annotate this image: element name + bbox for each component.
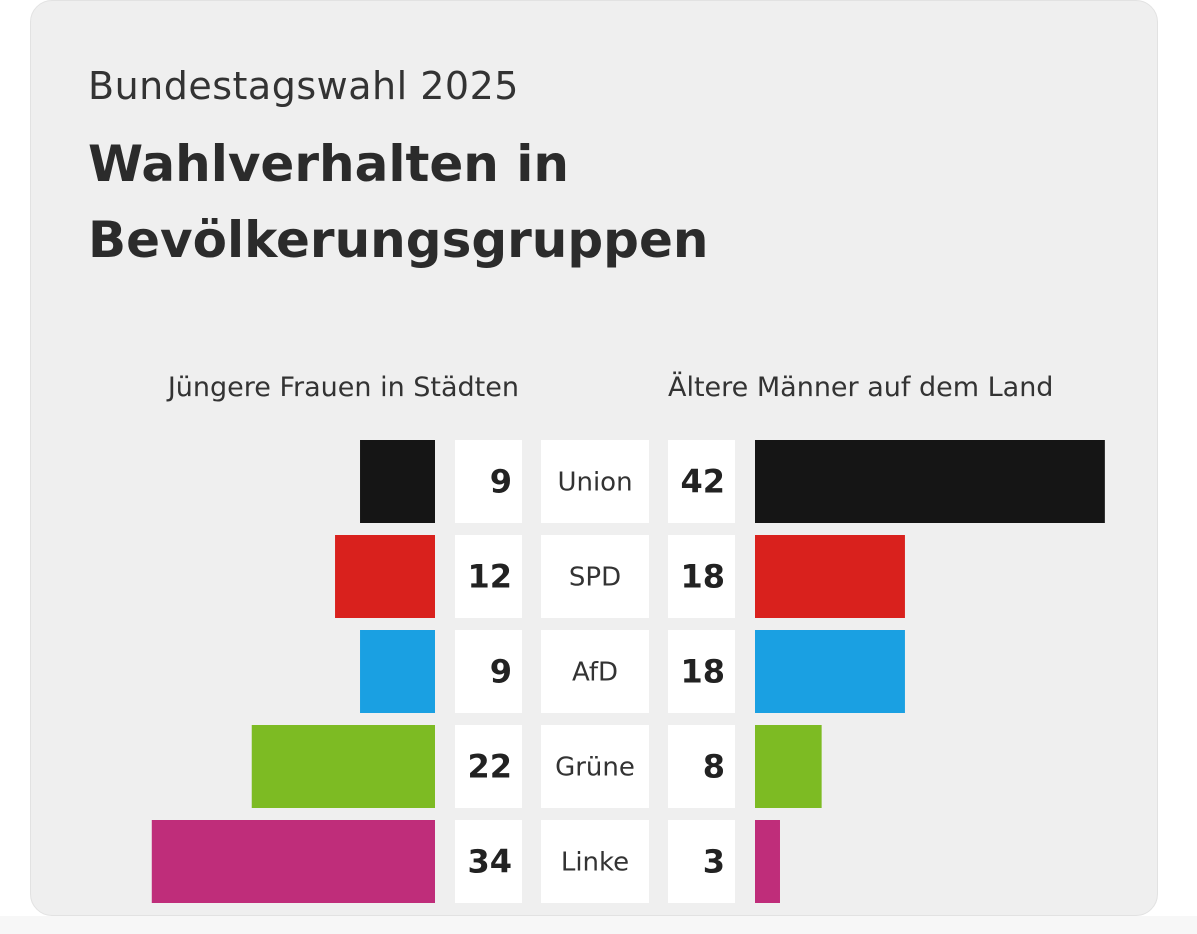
bar-right-linke xyxy=(755,820,780,903)
value-left-spd: 12 xyxy=(467,558,512,596)
value-left-afd: 9 xyxy=(490,653,512,691)
bar-left-gruene xyxy=(251,725,435,808)
cell-box-party-spd xyxy=(541,535,649,618)
value-left-linke: 34 xyxy=(467,843,512,881)
cell-box-leftval-linke xyxy=(455,820,522,903)
bar-right-spd xyxy=(755,535,905,618)
party-label-gruene: Grüne xyxy=(555,753,635,783)
cell-box-rightval-union xyxy=(668,440,735,523)
bar-left-spd xyxy=(335,535,435,618)
cell-box-party-linke xyxy=(541,820,649,903)
cell-box-leftval-gruene xyxy=(455,725,522,808)
cell-box-leftval-spd xyxy=(455,535,522,618)
party-label-spd: SPD xyxy=(569,563,621,593)
party-label-union: Union xyxy=(557,468,632,498)
value-right-gruene: 8 xyxy=(703,748,725,786)
cell-box-party-union xyxy=(541,440,649,523)
party-label-linke: Linke xyxy=(561,848,629,878)
bar-right-gruene xyxy=(755,725,822,808)
cell-box-rightval-spd xyxy=(668,535,735,618)
chart-title: Wahlverhalten in Bevölkerungsgruppen xyxy=(88,135,709,269)
cell-box-rightval-afd xyxy=(668,630,735,713)
cell-box-leftval-union xyxy=(455,440,522,523)
value-right-union: 42 xyxy=(680,463,725,501)
legend-right-group: Ältere Männer auf dem Land xyxy=(668,372,1054,403)
cell-box-rightval-linke xyxy=(668,820,735,903)
value-left-union: 9 xyxy=(490,463,512,501)
bar-right-union xyxy=(755,440,1105,523)
cell-box-party-gruene xyxy=(541,725,649,808)
value-right-linke: 3 xyxy=(703,843,725,881)
bar-left-afd xyxy=(360,630,435,713)
cell-box-rightval-gruene xyxy=(668,725,735,808)
bar-right-afd xyxy=(755,630,905,713)
cell-box-party-afd xyxy=(541,630,649,713)
chart-subtitle: Bundestagswahl 2025 xyxy=(88,64,519,108)
party-label-afd: AfD xyxy=(572,658,618,688)
legend-left-group: Jüngere Frauen in Städten xyxy=(167,372,519,403)
bar-left-linke xyxy=(151,820,435,903)
bottom-fade xyxy=(0,916,1197,934)
cell-box-leftval-afd xyxy=(455,630,522,713)
value-right-spd: 18 xyxy=(680,558,725,596)
bar-left-union xyxy=(360,440,435,523)
value-left-gruene: 22 xyxy=(467,748,512,786)
value-right-afd: 18 xyxy=(680,653,725,691)
